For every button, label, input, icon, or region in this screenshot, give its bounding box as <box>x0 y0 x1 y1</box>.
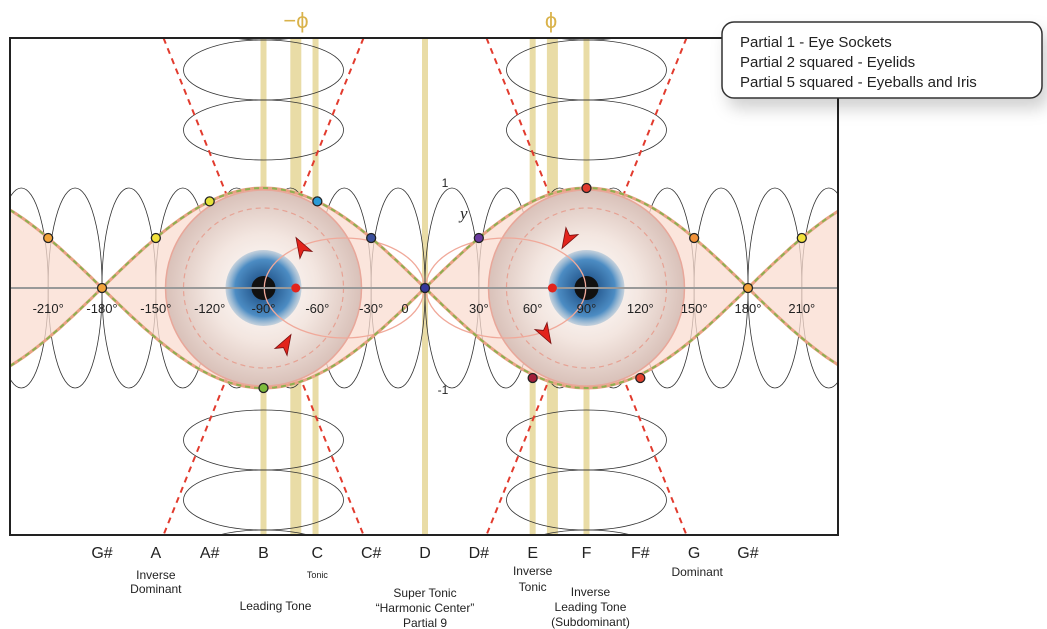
point <box>581 182 592 194</box>
labels: -210° -180° -150° -120° -90° -60° -30° 0 30° 60° 9… <box>33 301 816 629</box>
degree-label: 210° <box>788 301 815 316</box>
note-annotation: Leading Tone <box>555 600 627 614</box>
legend-box <box>721 21 1043 99</box>
note-name: F# <box>631 545 650 562</box>
note-name: A <box>151 545 162 562</box>
point <box>96 282 108 294</box>
note-name: C <box>312 545 324 562</box>
note-annotation: Super Tonic <box>393 586 456 600</box>
eyelid-dash <box>10 286 838 390</box>
degree-label: -210° <box>33 301 64 316</box>
legend: Partial 1 - Eye Sockets Partial 2 squared… <box>740 34 977 91</box>
point <box>43 232 54 244</box>
note-annotation: Inverse <box>136 568 176 582</box>
point <box>150 232 162 244</box>
degree-label: 90° <box>577 301 597 316</box>
y-top-label: 1 <box>442 176 449 190</box>
y-axis-label: y <box>458 204 468 223</box>
stack-ellipse <box>555 38 618 41</box>
stack-ellipse <box>232 38 295 41</box>
note-name: C# <box>361 545 382 562</box>
note-annotation: “Harmonic Center” <box>376 601 475 615</box>
point <box>204 196 215 207</box>
stack-ellipse <box>183 99 344 161</box>
degree-label: 120° <box>627 301 654 316</box>
note-annotation: Tonic <box>519 580 547 594</box>
note-name: G# <box>91 545 112 562</box>
degree-label: -90° <box>252 301 276 316</box>
y-bottom-label: -1 <box>438 383 449 397</box>
plot-area <box>10 38 838 535</box>
point <box>419 282 431 294</box>
point <box>742 282 754 294</box>
note-annotation: (Subdominant) <box>551 615 630 629</box>
point <box>689 232 700 244</box>
point <box>366 232 377 244</box>
degree-label: -120° <box>194 301 225 316</box>
note-annotation: Inverse <box>571 585 611 599</box>
note-name: A# <box>200 545 220 562</box>
note-name: E <box>527 545 538 562</box>
degree-label: 150° <box>681 301 708 316</box>
note-annotation: Leading Tone <box>240 599 312 613</box>
degree-label: 60° <box>523 301 543 316</box>
arrowhead <box>295 236 314 260</box>
legend-entry: Partial 2 squared - Eyelids <box>740 54 915 71</box>
stack-ellipse <box>540 529 633 535</box>
note-annotation: Inverse <box>513 564 553 578</box>
note-name: D# <box>469 545 490 562</box>
note-name: F <box>582 545 592 562</box>
point <box>635 372 646 384</box>
phi-left: −ϕ <box>283 8 308 33</box>
point <box>312 196 323 207</box>
degree-label: -30° <box>359 301 383 316</box>
degree-label: 180° <box>735 301 762 316</box>
stack-ellipse <box>506 99 667 161</box>
note-name: G# <box>737 545 758 562</box>
note-name: D <box>419 545 431 562</box>
eyelid-dash <box>10 186 838 290</box>
note-annotation: Dominant <box>130 582 182 596</box>
degree-label: 0 <box>401 301 408 316</box>
arrowhead <box>561 226 580 250</box>
legend-entry: Partial 5 squared - Eyeballs and Iris <box>740 74 977 91</box>
degree-label: -180° <box>86 301 117 316</box>
degree-label: 30° <box>469 301 489 316</box>
note-annotation: Partial 9 <box>403 616 447 629</box>
note-annotation: Tonic <box>307 570 329 580</box>
note-name: B <box>258 545 269 562</box>
note-annotation: Dominant <box>671 565 723 579</box>
phi-point <box>547 283 557 293</box>
legend-frame <box>721 21 1043 99</box>
frame <box>9 37 839 536</box>
legend-entry: Partial 1 - Eye Sockets <box>740 34 892 51</box>
degree-label: -150° <box>140 301 171 316</box>
point <box>796 232 807 244</box>
stack-ellipse <box>217 529 310 535</box>
point <box>258 382 269 394</box>
arrowhead <box>533 321 552 345</box>
arrowhead <box>273 333 292 357</box>
phi-point <box>291 283 301 293</box>
point <box>473 232 484 244</box>
note-name: G <box>688 545 700 562</box>
point <box>527 372 538 384</box>
degree-label: -60° <box>305 301 329 316</box>
phi-right: ϕ <box>545 8 557 33</box>
